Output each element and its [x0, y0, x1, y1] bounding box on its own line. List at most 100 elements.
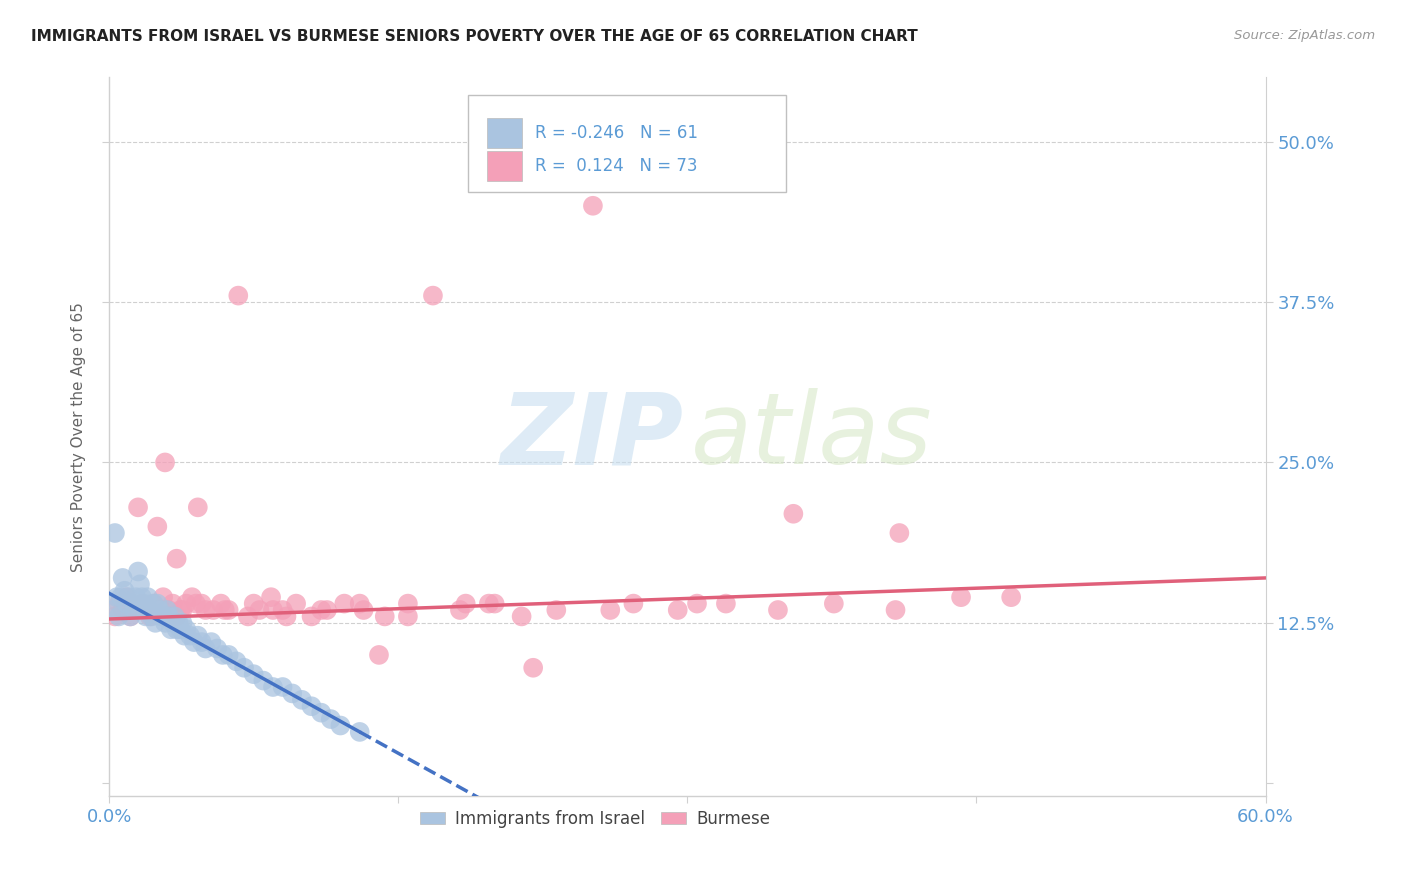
Point	[484, 597, 506, 611]
Point	[233, 661, 256, 675]
Point	[121, 597, 143, 611]
Point	[153, 615, 176, 630]
Point	[252, 673, 274, 688]
Point	[950, 590, 973, 604]
Point	[166, 622, 188, 636]
Point	[374, 609, 396, 624]
Point	[120, 609, 142, 624]
Point	[152, 609, 174, 624]
Point	[194, 603, 217, 617]
Point	[156, 603, 179, 617]
Point	[285, 597, 308, 611]
Point	[249, 603, 271, 617]
Point	[157, 603, 180, 617]
Point	[150, 603, 173, 617]
Point	[115, 590, 138, 604]
Point	[169, 622, 191, 636]
Point	[166, 551, 188, 566]
Point	[173, 629, 195, 643]
Point	[111, 603, 134, 617]
Point	[136, 590, 159, 604]
Point	[107, 597, 129, 611]
Point	[174, 597, 197, 611]
Point	[132, 597, 155, 611]
Point	[218, 648, 240, 662]
FancyBboxPatch shape	[488, 118, 522, 148]
Point	[454, 597, 477, 611]
Point	[122, 603, 145, 617]
Point	[131, 597, 153, 611]
Point	[122, 603, 145, 617]
Point	[823, 597, 845, 611]
Legend: Immigrants from Israel, Burmese: Immigrants from Israel, Burmese	[413, 803, 778, 835]
Point	[110, 590, 132, 604]
FancyBboxPatch shape	[468, 95, 786, 193]
FancyBboxPatch shape	[488, 152, 522, 181]
Point	[138, 609, 160, 624]
Point	[127, 500, 149, 515]
Point	[714, 597, 737, 611]
Point	[782, 507, 804, 521]
Text: atlas: atlas	[690, 388, 932, 485]
Point	[276, 609, 298, 624]
Point	[141, 609, 163, 624]
Point	[152, 590, 174, 604]
Point	[167, 615, 190, 630]
Point	[349, 597, 371, 611]
Point	[181, 590, 204, 604]
Point	[125, 590, 148, 604]
Point	[209, 597, 232, 611]
Point	[107, 609, 129, 624]
Point	[127, 565, 149, 579]
Point	[190, 635, 212, 649]
Point	[333, 597, 356, 611]
Point	[478, 597, 501, 611]
Point	[309, 706, 332, 720]
Point	[599, 603, 621, 617]
Point	[422, 288, 444, 302]
Point	[205, 641, 228, 656]
Point	[319, 712, 342, 726]
Point	[142, 597, 165, 611]
Point	[686, 597, 709, 611]
Point	[162, 597, 184, 611]
Point	[301, 609, 323, 624]
Point	[766, 603, 789, 617]
Point	[172, 603, 194, 617]
Point	[291, 693, 314, 707]
Point	[183, 635, 205, 649]
Point	[132, 603, 155, 617]
Point	[190, 597, 212, 611]
Text: R =  0.124   N = 73: R = 0.124 N = 73	[534, 157, 697, 176]
Point	[271, 680, 294, 694]
Point	[172, 615, 194, 630]
Point	[160, 622, 183, 636]
Point	[212, 648, 235, 662]
Point	[271, 603, 294, 617]
Point	[120, 609, 142, 624]
Point	[148, 603, 170, 617]
Point	[187, 500, 209, 515]
Point	[166, 609, 188, 624]
Point	[202, 603, 225, 617]
Point	[174, 622, 197, 636]
Point	[353, 603, 375, 617]
Point	[301, 699, 323, 714]
Point	[666, 603, 689, 617]
Point	[146, 519, 169, 533]
Point	[153, 455, 176, 469]
Point	[146, 597, 169, 611]
Point	[582, 199, 605, 213]
Point	[157, 609, 180, 624]
Point	[226, 288, 249, 302]
Point	[621, 597, 644, 611]
Point	[138, 603, 160, 617]
Point	[242, 597, 264, 611]
Point	[111, 571, 134, 585]
Point	[145, 615, 167, 630]
Point	[262, 603, 284, 617]
Point	[225, 654, 247, 668]
Y-axis label: Seniors Poverty Over the Age of 65: Seniors Poverty Over the Age of 65	[72, 301, 86, 572]
Point	[187, 629, 209, 643]
Point	[281, 686, 304, 700]
